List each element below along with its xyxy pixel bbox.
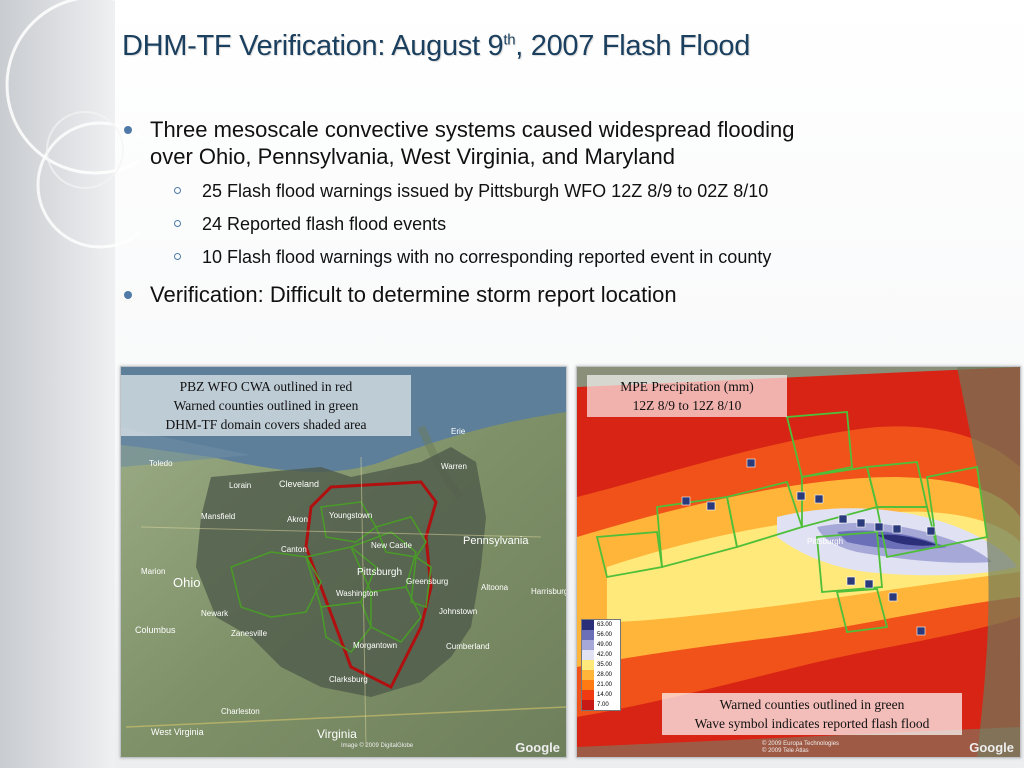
map-label-washington: Washington bbox=[336, 589, 378, 598]
map-label-harrisburg: Harrisburg bbox=[531, 587, 567, 596]
map-label-altoona: Altoona bbox=[481, 583, 509, 592]
legend-entry: 7.00 bbox=[582, 700, 620, 710]
slide-title: DHM-TF Verification: August 9th, 2007 Fl… bbox=[122, 30, 751, 62]
map-label-pittsburgh: Pittsburgh bbox=[357, 567, 403, 578]
legend-value: 49.00 bbox=[597, 642, 613, 648]
legend-value: 14.00 bbox=[597, 692, 613, 698]
bullet-icon bbox=[124, 126, 132, 134]
legend-swatch bbox=[582, 680, 594, 690]
legend-value: 21.00 bbox=[597, 682, 613, 688]
precip-legend: 63.00 56.00 49.00 42.00 35.00 28.00 21.00 14.00… bbox=[581, 619, 621, 711]
legend-swatch bbox=[582, 700, 594, 710]
legend-entry: 28.00 bbox=[582, 670, 620, 680]
legend-entry: 21.00 bbox=[582, 680, 620, 690]
legend-swatch bbox=[582, 620, 594, 630]
right-map-panel: MPE Precipitation (mm) 12Z 8/9 to 12Z 8/… bbox=[576, 366, 1021, 758]
legend-entry: 56.00 bbox=[582, 630, 620, 640]
map-label-west-virginia: West Virginia bbox=[151, 727, 204, 737]
map-label-canton: Canton bbox=[281, 545, 307, 554]
legend-swatch bbox=[582, 630, 594, 640]
ring-bullet-icon bbox=[174, 220, 181, 227]
map-label-ohio: Ohio bbox=[173, 575, 201, 590]
subbullet-item: 10 Flash flood warnings with no correspo… bbox=[174, 247, 771, 268]
legend-swatch bbox=[582, 670, 594, 680]
legend-entry: 49.00 bbox=[582, 640, 620, 650]
map-label-charleston: Charleston bbox=[221, 707, 260, 716]
map-label-virginia: Virginia bbox=[317, 727, 357, 741]
legend-entry: 63.00 bbox=[582, 620, 620, 630]
map-label-newark: Newark bbox=[201, 609, 229, 618]
left-map-credit: Image © 2009 DigitalGlobe bbox=[341, 743, 414, 749]
map-label-columbus: Columbus bbox=[135, 625, 176, 635]
legend-value: 7.00 bbox=[597, 702, 609, 708]
legend-value: 56.00 bbox=[597, 632, 613, 638]
map-label-greensburg: Greensburg bbox=[406, 577, 449, 586]
legend-swatch bbox=[582, 640, 594, 650]
right-map-caption: MPE Precipitation (mm) 12Z 8/9 to 12Z 8/… bbox=[587, 375, 787, 417]
subbullet-item: 25 Flash flood warnings issued by Pittsb… bbox=[174, 181, 768, 202]
legend-value: 63.00 bbox=[597, 622, 613, 628]
bullet-icon bbox=[124, 291, 132, 299]
bullet-item: Verification: Difficult to determine sto… bbox=[124, 281, 677, 308]
map-label-johnstown: Johnstown bbox=[439, 607, 478, 616]
legend-entry: 42.00 bbox=[582, 650, 620, 660]
subbullet-item: 24 Reported flash flood events bbox=[174, 214, 446, 235]
legend-value: 35.00 bbox=[597, 662, 613, 668]
map-label-lorain: Lorain bbox=[229, 481, 252, 490]
map-label-toledo: Toledo bbox=[149, 459, 173, 468]
map-label-zanesville: Zanesville bbox=[231, 629, 268, 638]
map-label-clarksburg: Clarksburg bbox=[329, 675, 368, 684]
ring-bullet-icon bbox=[174, 187, 181, 194]
map-label-new-castle: New Castle bbox=[371, 541, 412, 550]
map-label-warren: Warren bbox=[441, 462, 467, 471]
bullet-item: Three mesoscale convective systems cause… bbox=[124, 116, 794, 170]
right-map-image bbox=[577, 367, 1020, 757]
map-label-marion: Marion bbox=[141, 567, 166, 576]
decorative-rings bbox=[5, 0, 140, 249]
map-label-pittsburgh: Pittsburgh bbox=[807, 537, 844, 546]
legend-value: 28.00 bbox=[597, 672, 613, 678]
legend-swatch bbox=[582, 660, 594, 670]
map-label-pennsylvania: Pennsylvania bbox=[463, 535, 529, 547]
google-logo: Google bbox=[515, 740, 560, 755]
map-label-morgantown: Morgantown bbox=[353, 641, 398, 650]
left-map-panel: PBZ WFO CWA outlined in red Warned count… bbox=[120, 366, 567, 758]
legend-value: 42.00 bbox=[597, 652, 613, 658]
legend-entry: 14.00 bbox=[582, 690, 620, 700]
left-map-caption: PBZ WFO CWA outlined in red Warned count… bbox=[121, 375, 411, 436]
map-label-erie: Erie bbox=[451, 427, 466, 436]
map-label-akron: Akron bbox=[287, 515, 308, 524]
map-label-youngstown: Youngstown bbox=[329, 511, 373, 520]
legend-swatch bbox=[582, 650, 594, 660]
map-label-cleveland: Cleveland bbox=[279, 479, 320, 489]
ring-bullet-icon bbox=[174, 253, 181, 260]
map-label-mansfield: Mansfield bbox=[201, 512, 236, 521]
right-map-caption-bottom: Warned counties outlined in green Wave s… bbox=[662, 693, 962, 735]
right-map-credits: © 2009 Europa Technologies © 2009 Tele At… bbox=[762, 741, 840, 754]
map-label-cumberland: Cumberland bbox=[446, 642, 490, 651]
google-logo: Google bbox=[969, 740, 1014, 755]
legend-swatch bbox=[582, 690, 594, 700]
legend-entry: 35.00 bbox=[582, 660, 620, 670]
